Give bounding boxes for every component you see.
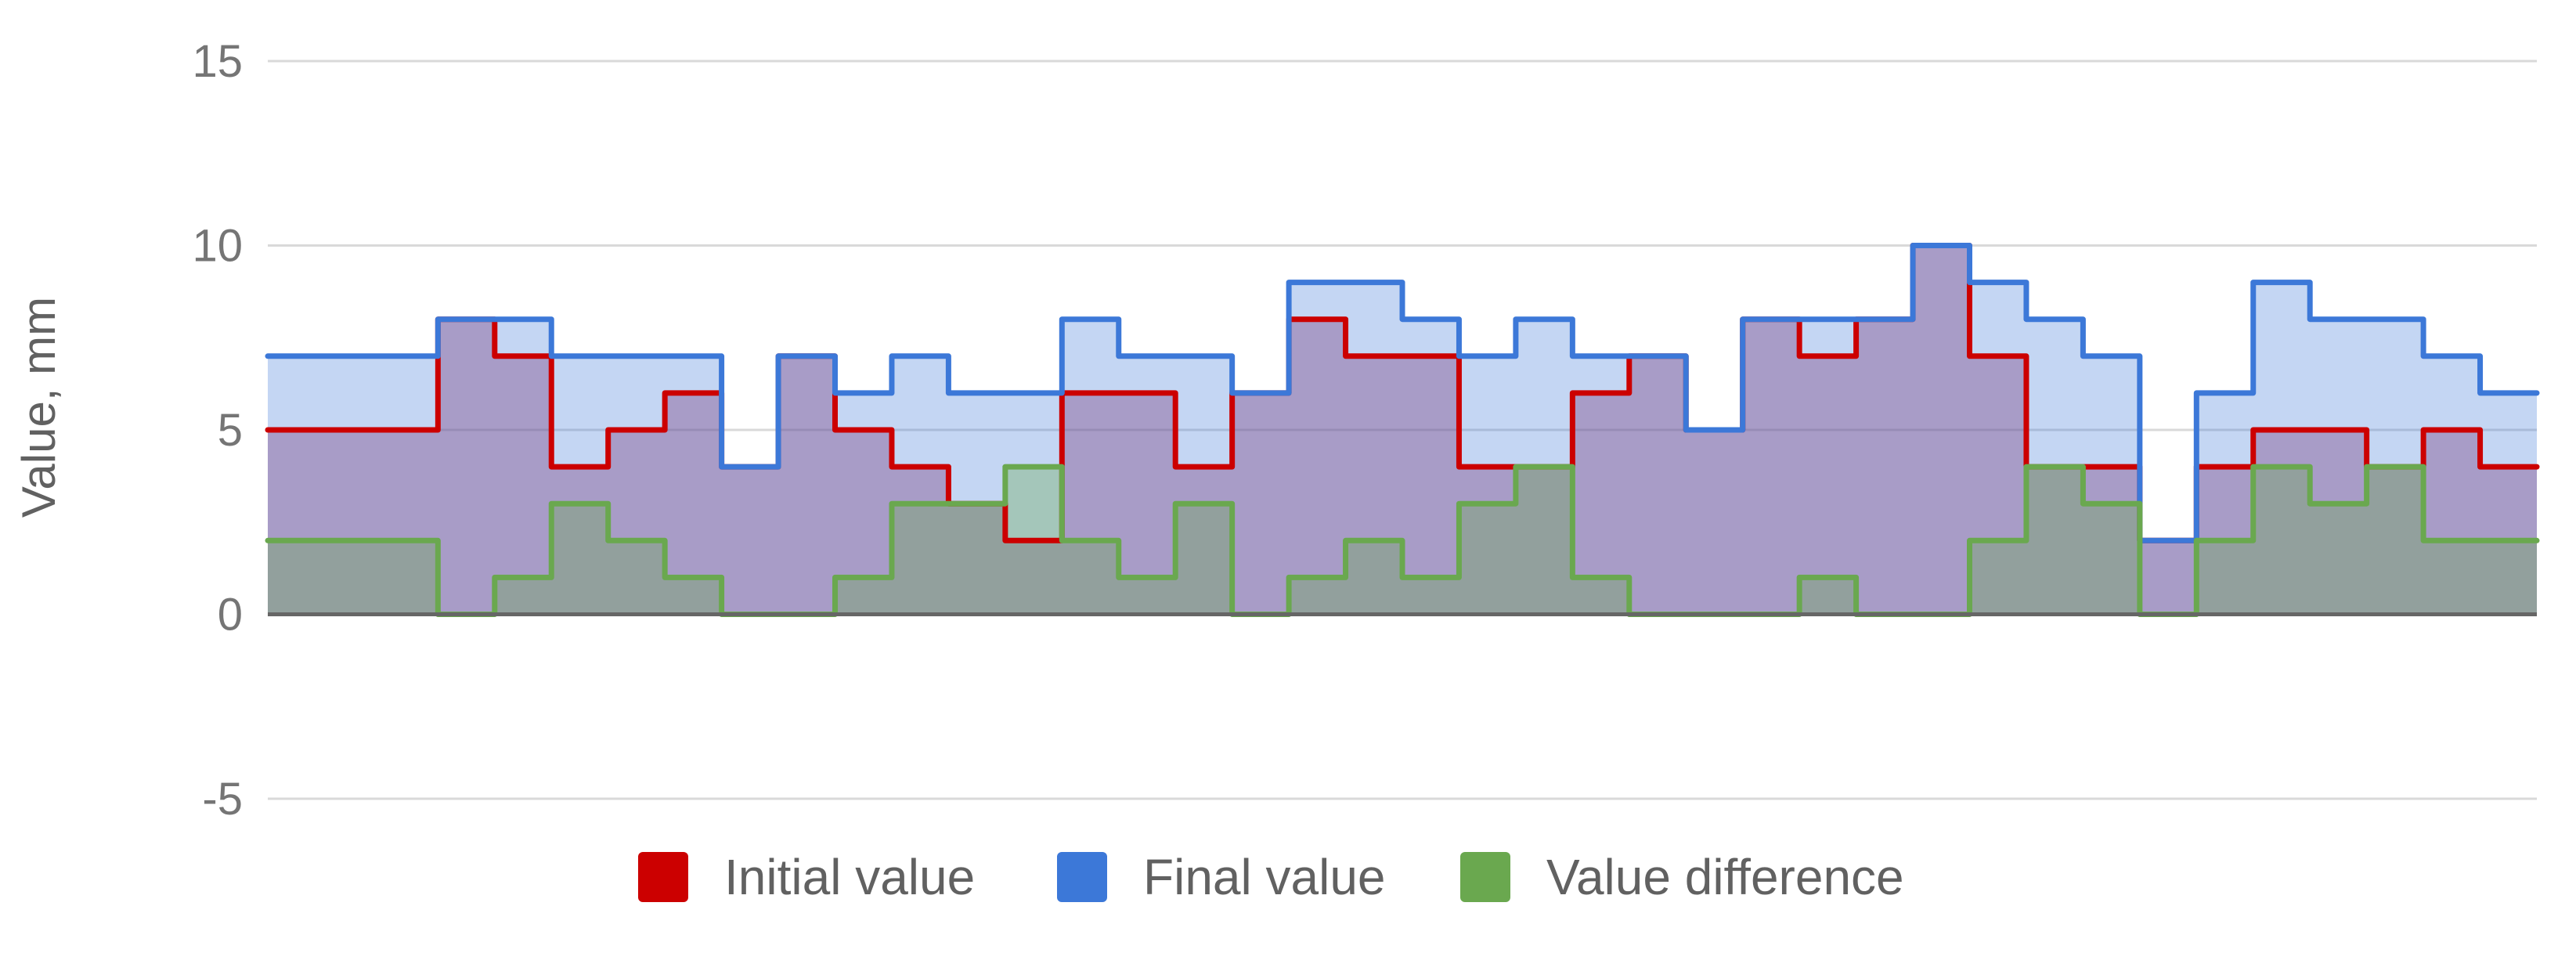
legend-item-final-value: Final value — [1057, 849, 1386, 905]
y-tick-label: -5 — [202, 774, 243, 825]
legend: Initial value Final value Value difference — [638, 849, 1904, 905]
y-axis-ticks: -5 0 5 10 15 — [192, 36, 243, 825]
y-tick-label: 15 — [192, 36, 243, 87]
legend-label: Initial value — [724, 849, 975, 905]
legend-item-value-difference: Value difference — [1460, 849, 1904, 905]
legend-swatch — [1460, 852, 1510, 902]
y-tick-label: 5 — [218, 405, 243, 456]
legend-label: Final value — [1143, 849, 1386, 905]
line-final-value — [265, 243, 2540, 543]
legend-swatch — [638, 852, 688, 902]
y-axis-label: Value, mm — [13, 297, 65, 518]
y-tick-label: 0 — [218, 590, 243, 641]
legend-item-initial-value: Initial value — [638, 849, 975, 905]
y-tick-label: 10 — [192, 221, 243, 272]
legend-label: Value difference — [1546, 849, 1904, 905]
legend-swatch — [1057, 852, 1107, 902]
